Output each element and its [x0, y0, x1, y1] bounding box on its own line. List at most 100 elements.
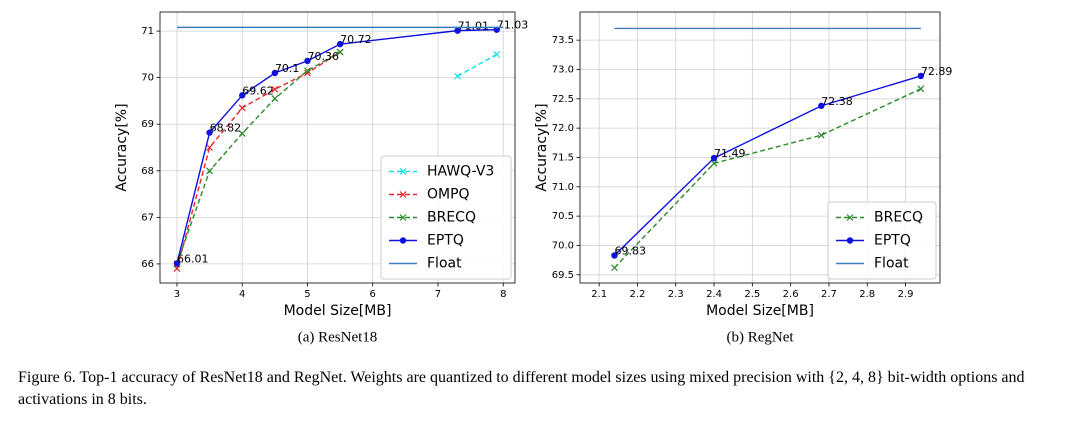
x-axis-label: Model Size[MB] [706, 303, 814, 319]
y-tick-label: 73.0 [552, 64, 574, 75]
line [176, 51, 341, 265]
point [238, 130, 246, 137]
x-tick-label: 2.7 [821, 289, 837, 300]
y-tick-label: 68 [141, 166, 154, 177]
line [613, 88, 922, 269]
data-label: 72.38 [821, 95, 853, 108]
y-tick-label: 71 [141, 26, 154, 37]
series [611, 85, 925, 272]
y-axis-label: Accuracy[%] [114, 103, 130, 191]
data-label: 68.82 [210, 122, 242, 135]
y-tick-label: 66 [141, 259, 154, 270]
y-tick-label: 72.5 [552, 94, 574, 105]
legend-marker [399, 214, 407, 221]
point [454, 72, 461, 80]
point [454, 27, 461, 34]
x-tick-label: 2.2 [629, 289, 645, 300]
legend-label: EPTQ [427, 233, 464, 249]
x-tick-label: 5 [304, 289, 310, 300]
data-label: 71.01 [458, 20, 490, 33]
point [818, 102, 825, 110]
point [611, 264, 618, 272]
x-tick-label: 3 [174, 289, 180, 300]
x-tick-label: 6 [370, 289, 376, 300]
x-tick-label: 2.1 [591, 289, 607, 300]
legend-box [827, 201, 937, 280]
point [206, 129, 213, 136]
line [176, 51, 341, 269]
caption: Figure 6. Top-1 accuracy of ResNet18 and… [18, 369, 1025, 408]
data-label: 69.83 [614, 244, 646, 257]
point [304, 67, 311, 75]
y-tick-label: 71.5 [552, 152, 574, 163]
legend-label: Float [427, 256, 462, 272]
y-axis-label: Accuracy[%] [534, 103, 550, 191]
subplot-title: (a) ResNet18 [298, 329, 378, 345]
point [336, 48, 344, 56]
x-tick-label: 7 [435, 289, 441, 300]
point [304, 57, 311, 65]
x-tick-label: 2.5 [744, 289, 760, 300]
legend-label: HAWQ-V3 [427, 164, 494, 180]
legend-marker [399, 237, 407, 244]
point [493, 26, 500, 33]
y-tick-label: 70 [141, 73, 154, 84]
x-tick-label: 2.4 [706, 289, 722, 300]
data-label: 72.89 [921, 65, 953, 78]
line [176, 28, 497, 264]
y-tick-label: 70.0 [552, 240, 574, 251]
point [271, 85, 279, 93]
series [173, 48, 344, 268]
data-label: 69.62 [242, 84, 273, 97]
point [917, 85, 925, 93]
point [917, 72, 925, 80]
legend-marker [846, 237, 854, 244]
point [710, 154, 718, 162]
legend-box [380, 155, 512, 280]
point [271, 69, 279, 77]
data-label: 71.49 [714, 147, 746, 160]
point [206, 167, 214, 175]
data-label: 71.03 [497, 19, 528, 32]
y-tick-label: 73.5 [552, 35, 574, 46]
x-tick-label: 2.6 [783, 289, 799, 300]
legend-marker [846, 214, 854, 221]
x-tick-label: 4 [239, 289, 245, 300]
line [457, 53, 498, 77]
x-tick-label: 2.3 [668, 289, 684, 300]
legend-label: Float [874, 256, 909, 272]
point [239, 92, 246, 99]
series [454, 50, 501, 80]
legend-marker [399, 168, 407, 175]
y-tick-label: 69 [141, 119, 154, 130]
series: 69.83 71.49 72.38 72.89 [611, 65, 952, 259]
x-tick-label: 2.9 [898, 289, 914, 300]
x-axis-label: Model Size[MB] [284, 303, 392, 319]
point [817, 131, 825, 139]
y-tick-label: 70.5 [552, 211, 574, 222]
y-tick-label: 69.5 [552, 270, 574, 281]
point [611, 252, 618, 259]
x-tick-label: 8 [500, 289, 506, 300]
y-tick-label: 72.0 [552, 123, 574, 134]
plot-frame [579, 11, 941, 284]
point [173, 260, 181, 267]
legend-label: BRECQ [874, 210, 923, 226]
point [271, 95, 279, 103]
point [710, 159, 718, 167]
x-tick-label: 2.8 [859, 289, 875, 300]
point [206, 144, 214, 151]
legend-label: EPTQ [874, 233, 911, 249]
series [173, 48, 344, 272]
legend-label: OMPQ [427, 187, 470, 203]
data-label: 70.36 [307, 50, 339, 63]
legend-label: BRECQ [427, 210, 476, 226]
data-label: 70.72 [340, 33, 372, 46]
point [493, 50, 501, 58]
legend-marker [399, 191, 407, 198]
point [336, 40, 344, 48]
data-label: 66.01 [177, 252, 209, 265]
point [304, 69, 311, 77]
